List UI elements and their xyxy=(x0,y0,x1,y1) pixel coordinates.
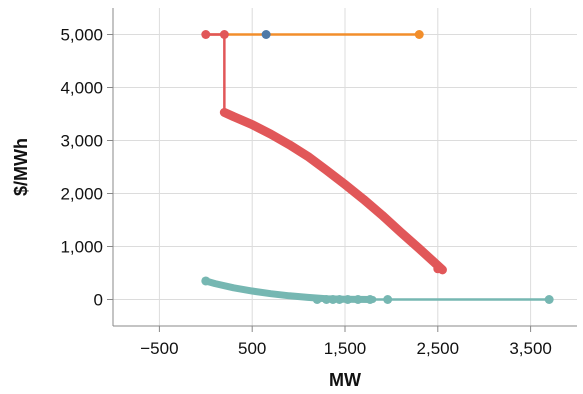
y-tick-label: 4,000 xyxy=(60,79,103,98)
series-3 xyxy=(201,276,554,304)
series-2 xyxy=(201,30,447,275)
data-point xyxy=(353,295,363,304)
data-point xyxy=(383,295,393,304)
grid-lines xyxy=(113,8,577,326)
data-point xyxy=(219,30,229,39)
data-point xyxy=(433,264,443,274)
series-0 xyxy=(205,30,424,39)
x-axis-title: MW xyxy=(329,370,361,390)
x-tick-label: 3,500 xyxy=(509,339,552,358)
x-tick-label: 1,500 xyxy=(324,339,367,358)
data-point xyxy=(343,295,353,304)
x-tick-label: 2,500 xyxy=(417,339,460,358)
y-tick-label: 5,000 xyxy=(60,26,103,45)
data-point xyxy=(312,295,322,304)
data-point xyxy=(334,295,344,304)
series-layer xyxy=(201,30,554,304)
data-point xyxy=(201,276,211,286)
data-point xyxy=(544,295,554,304)
data-point xyxy=(261,30,271,39)
data-point xyxy=(321,295,331,304)
tick-labels: −500 500 1,500 2,500 3,500 0 1,000 2,000 3,000 4,… xyxy=(60,26,551,359)
data-point xyxy=(328,295,338,304)
data-point xyxy=(414,30,424,39)
axes xyxy=(107,8,577,332)
y-tick-label: 2,000 xyxy=(60,185,103,204)
series-line xyxy=(205,33,226,113)
series-1 xyxy=(261,30,271,39)
data-point xyxy=(365,295,375,304)
x-tick-label: −500 xyxy=(140,339,178,358)
x-tick-label: 500 xyxy=(238,339,266,358)
y-tick-label: 1,000 xyxy=(60,238,103,257)
y-tick-label: 3,000 xyxy=(60,132,103,151)
y-axis-title: $/MWh xyxy=(11,138,31,196)
series-line xyxy=(205,279,550,301)
series-line xyxy=(219,107,447,275)
data-point xyxy=(201,30,211,39)
y-tick-label: 0 xyxy=(94,291,103,310)
